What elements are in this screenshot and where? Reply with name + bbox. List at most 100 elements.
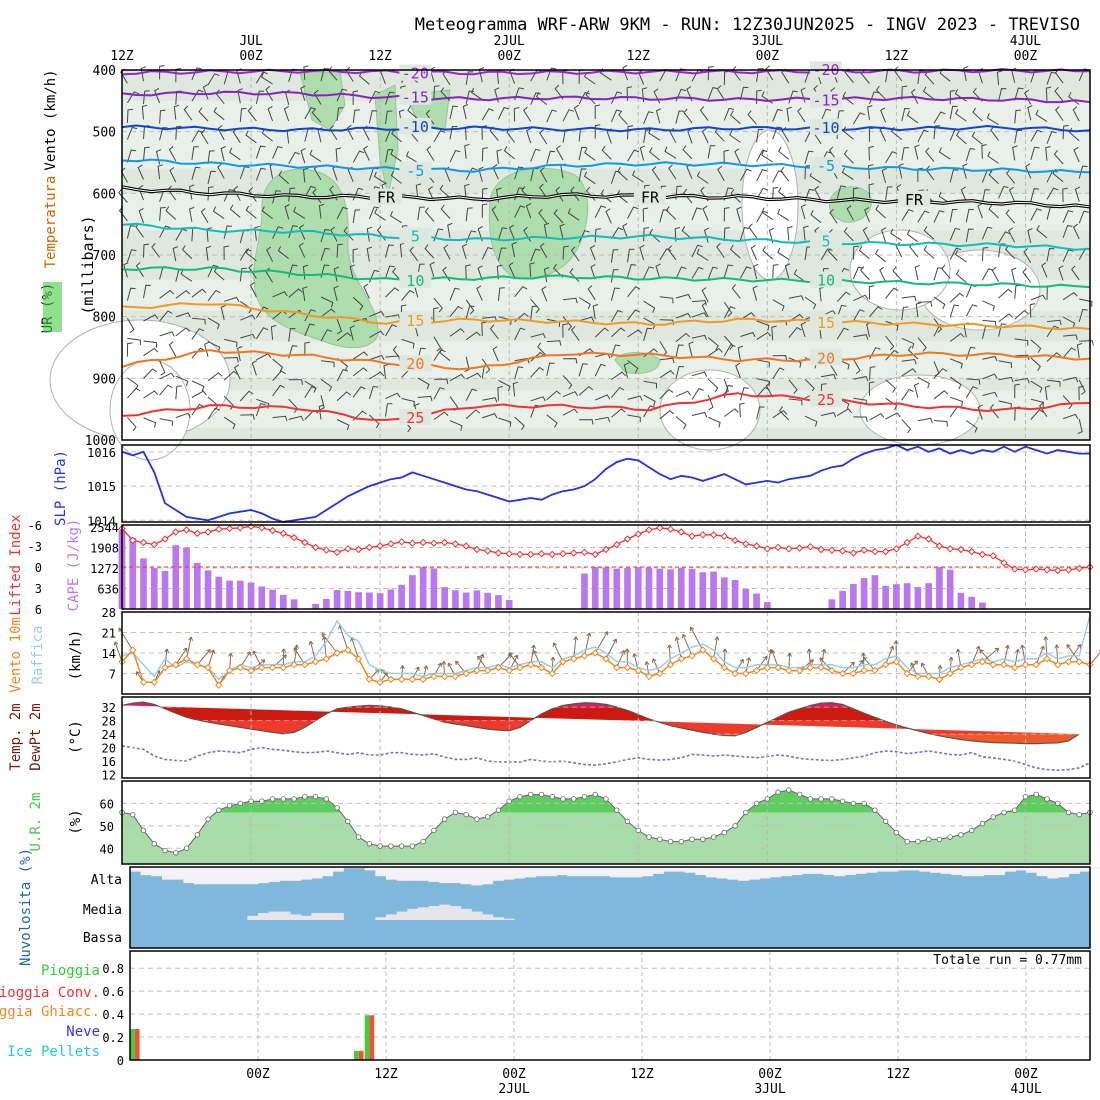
wind-barb — [465, 264, 471, 279]
wind10-marker — [301, 661, 309, 669]
slp-frame — [121, 444, 1091, 523]
wind-barb — [913, 382, 920, 398]
bottom-tick-hour: 00Z — [502, 1067, 526, 1082]
wind-barb — [583, 171, 596, 185]
wind-barb — [154, 87, 161, 104]
wind10-marker — [215, 681, 223, 689]
cloud-high-bar — [226, 867, 238, 885]
wind-barb — [433, 297, 443, 313]
wind10-marker — [494, 663, 503, 672]
top-tick-hour: 00Z — [239, 49, 263, 64]
wind-barb — [514, 205, 526, 218]
wind-barb — [478, 166, 484, 182]
wind-barb — [172, 246, 179, 262]
cape-bar — [613, 568, 621, 609]
lifted-marker — [505, 549, 513, 558]
pressure-tick-label: 500 — [93, 126, 116, 141]
wind-barb — [578, 146, 587, 161]
wind-barb — [417, 377, 430, 390]
wind-barb — [949, 209, 958, 223]
isotherm-label-bg — [810, 271, 842, 288]
wind-barb — [330, 226, 338, 242]
wind-barb — [736, 206, 742, 222]
cape-bar — [753, 593, 760, 609]
wind-barb — [482, 397, 498, 403]
slp-tick-label: 1016 — [87, 446, 116, 460]
wind-barb — [885, 412, 901, 420]
wind-arrow — [1068, 644, 1082, 663]
cape-bar — [850, 583, 857, 609]
wind-barb — [977, 203, 983, 219]
wind-barb — [311, 108, 322, 123]
wind-barb — [272, 190, 281, 204]
wind-barb — [530, 366, 544, 378]
cape-bar — [957, 592, 965, 609]
wind-arrow — [584, 632, 592, 657]
wind-barb — [610, 309, 623, 323]
lifted-marker — [483, 547, 492, 555]
temp-tick-label: 20 — [102, 742, 116, 756]
wind-barb — [998, 288, 1013, 299]
cape-bar — [731, 579, 739, 609]
wind10-marker — [311, 658, 320, 666]
lifted-marker — [182, 526, 191, 534]
wind-barb — [707, 66, 714, 81]
cloud-mid-bar — [375, 917, 387, 920]
wind-barb — [915, 302, 922, 318]
wind-barb — [881, 167, 888, 184]
rh-marker — [484, 814, 491, 820]
wind-barb — [191, 166, 201, 180]
wind-barb — [869, 413, 885, 421]
wind-arrow — [681, 633, 693, 657]
wind-barb — [1030, 398, 1044, 408]
wind-barb — [288, 379, 303, 385]
cape-bar — [602, 567, 610, 609]
wind-barb — [352, 109, 360, 124]
cape-bar — [656, 568, 664, 609]
lifted-marker — [688, 532, 696, 540]
wind-barb — [761, 207, 773, 221]
lifted-marker — [333, 548, 341, 557]
cloud-frame — [129, 866, 1091, 949]
cloud-high-bar — [332, 867, 344, 872]
wind-barb — [864, 206, 870, 223]
wind-barb — [217, 163, 225, 179]
wind-barb — [914, 144, 920, 160]
lifted-marker — [720, 532, 729, 540]
wind-barb — [740, 331, 756, 338]
rh-marker — [753, 800, 760, 807]
wind-barb — [336, 391, 351, 402]
wind-barb — [632, 170, 644, 183]
wind-barb — [207, 407, 221, 420]
lifted-marker — [634, 530, 642, 538]
rh-marker — [807, 796, 814, 802]
wind-barb — [642, 207, 649, 223]
wind-barb — [159, 310, 173, 322]
wind-barb — [481, 187, 488, 203]
rh-marker — [388, 843, 394, 849]
wind-barb — [288, 345, 298, 359]
rh-marker — [463, 811, 469, 818]
wind10-marker — [720, 663, 729, 672]
wind-barb — [336, 206, 348, 220]
wind-barb — [223, 395, 234, 410]
precip-conv-bar — [134, 1029, 140, 1060]
rh-tick-label: 60 — [100, 797, 114, 811]
wind-barb — [288, 151, 300, 165]
wind-barb — [546, 414, 558, 428]
temp-band — [122, 768, 1090, 778]
wind-barb — [336, 368, 349, 382]
lifted-marker — [989, 552, 997, 560]
wind-barb — [333, 266, 339, 282]
lifted-marker — [656, 524, 664, 532]
wind-barb — [1022, 268, 1032, 283]
rh-marker — [614, 807, 620, 813]
wind-barb — [579, 419, 594, 425]
cloud-high-bar — [172, 867, 184, 880]
wind10-marker — [387, 675, 395, 684]
lifted-marker — [354, 545, 363, 554]
lifted-marker — [311, 543, 320, 552]
wind-barb — [1008, 227, 1016, 243]
wind-barb — [683, 108, 693, 124]
wind-barb — [1041, 262, 1048, 278]
